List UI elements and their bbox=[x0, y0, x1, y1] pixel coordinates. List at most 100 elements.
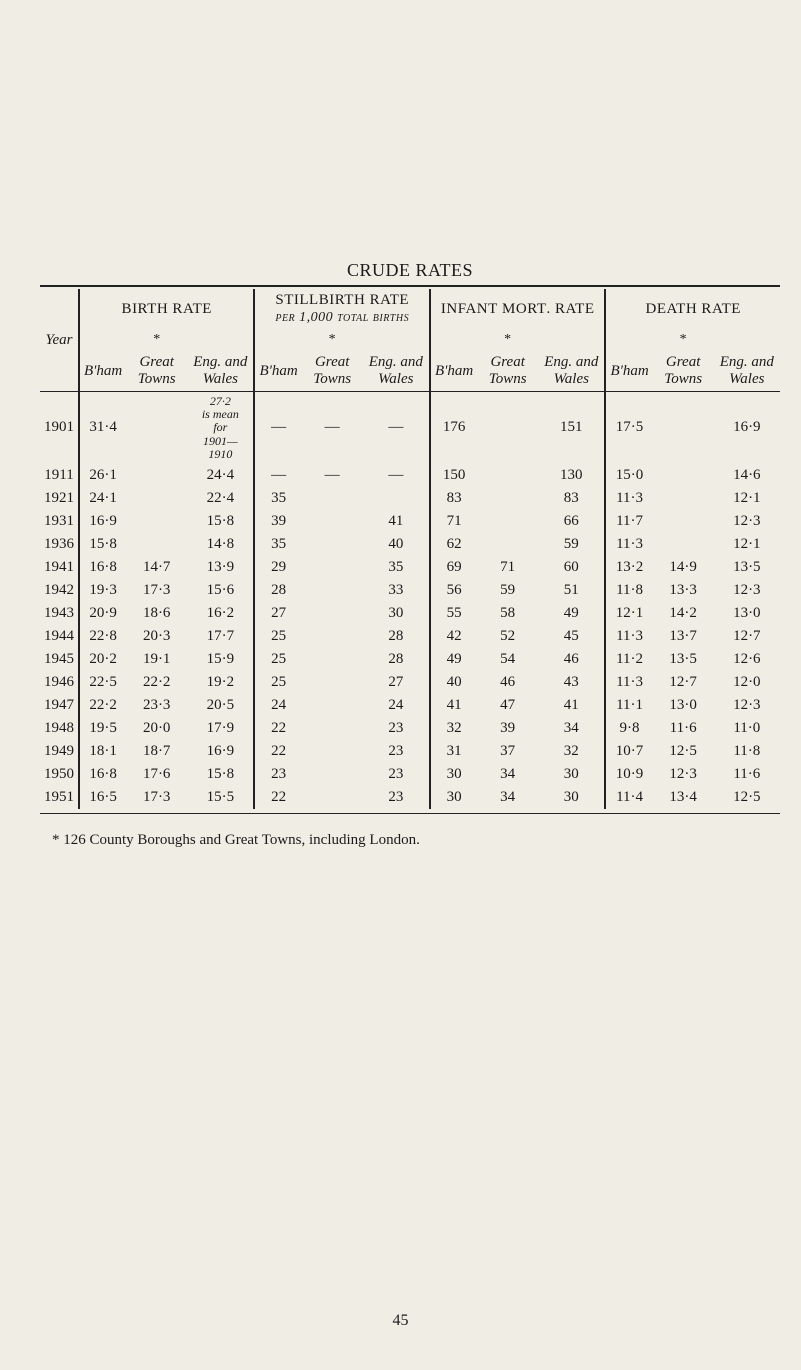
cell: 83 bbox=[538, 487, 605, 510]
cell bbox=[302, 648, 363, 671]
col-year-header: Year bbox=[40, 289, 79, 392]
cell: 49 bbox=[430, 648, 477, 671]
table-row: 190131·427·2is meanfor1901—1910———176151… bbox=[40, 392, 780, 464]
cell: 12·6 bbox=[714, 648, 780, 671]
cell bbox=[302, 763, 363, 786]
group-infant-mort-rate: INFANT MORT. RATE bbox=[430, 289, 605, 329]
cell bbox=[126, 510, 187, 533]
star-infant: * bbox=[477, 329, 538, 351]
cell bbox=[302, 579, 363, 602]
cell bbox=[477, 392, 538, 464]
cell: — bbox=[363, 392, 430, 464]
cell: 28 bbox=[254, 579, 301, 602]
spacer bbox=[187, 329, 254, 351]
cell bbox=[302, 694, 363, 717]
cell: 20·3 bbox=[126, 625, 187, 648]
cell: 22·4 bbox=[187, 487, 254, 510]
cell: 176 bbox=[430, 392, 477, 464]
cell: 11·2 bbox=[605, 648, 652, 671]
cell: 22·2 bbox=[79, 694, 126, 717]
sub-great-infant: Great Towns bbox=[477, 351, 538, 392]
cell: 13·5 bbox=[653, 648, 714, 671]
cell: 11·6 bbox=[653, 717, 714, 740]
cell: 41 bbox=[538, 694, 605, 717]
cell: 19·3 bbox=[79, 579, 126, 602]
cell bbox=[653, 464, 714, 487]
cell: 20·0 bbox=[126, 717, 187, 740]
cell: 12·1 bbox=[605, 602, 652, 625]
cell: 59 bbox=[538, 533, 605, 556]
star-birth: * bbox=[126, 329, 187, 351]
cell: — bbox=[254, 464, 301, 487]
cell: 13·2 bbox=[605, 556, 652, 579]
cell: 22 bbox=[254, 717, 301, 740]
cell: 30 bbox=[430, 763, 477, 786]
cell: 46 bbox=[538, 648, 605, 671]
table-row: 194422·820·317·7252842524511·313·712·7 bbox=[40, 625, 780, 648]
cell: 1942 bbox=[40, 579, 79, 602]
spacer bbox=[538, 329, 605, 351]
cell: 22·2 bbox=[126, 671, 187, 694]
cell: 20·9 bbox=[79, 602, 126, 625]
cell: 16·9 bbox=[79, 510, 126, 533]
cell: 11·8 bbox=[714, 740, 780, 763]
cell: 11·8 bbox=[605, 579, 652, 602]
cell bbox=[653, 533, 714, 556]
spacer bbox=[430, 329, 477, 351]
cell: 37 bbox=[477, 740, 538, 763]
cell: 22·8 bbox=[79, 625, 126, 648]
cell: 40 bbox=[363, 533, 430, 556]
cell: 13·7 bbox=[653, 625, 714, 648]
cell: 23 bbox=[363, 717, 430, 740]
cell: 16·8 bbox=[79, 763, 126, 786]
table-title: CRUDE RATES bbox=[40, 260, 780, 281]
cell: 12·3 bbox=[653, 763, 714, 786]
cell: 34 bbox=[538, 717, 605, 740]
sub-eng-still: Eng. and Wales bbox=[363, 351, 430, 392]
cell: 11·3 bbox=[605, 533, 652, 556]
cell: 11·7 bbox=[605, 510, 652, 533]
cell bbox=[302, 717, 363, 740]
cell: 30 bbox=[430, 786, 477, 809]
cell: 24·1 bbox=[79, 487, 126, 510]
cell: 42 bbox=[430, 625, 477, 648]
cell: 1949 bbox=[40, 740, 79, 763]
cell bbox=[477, 510, 538, 533]
table-row: 195016·817·615·8232330343010·912·311·6 bbox=[40, 763, 780, 786]
cell: 31 bbox=[430, 740, 477, 763]
page-number: 45 bbox=[0, 1312, 801, 1330]
sub-eng-birth: Eng. and Wales bbox=[187, 351, 254, 392]
cell: 1943 bbox=[40, 602, 79, 625]
cell bbox=[126, 487, 187, 510]
cell: 130 bbox=[538, 464, 605, 487]
cell: 19·5 bbox=[79, 717, 126, 740]
cell: 9·8 bbox=[605, 717, 652, 740]
cell: 13·4 bbox=[653, 786, 714, 809]
cell: 17·7 bbox=[187, 625, 254, 648]
cell: 13·5 bbox=[714, 556, 780, 579]
group-stillbirth-rate: STILLBIRTH RATE per 1,000 total births bbox=[254, 289, 429, 329]
cell: 25 bbox=[254, 671, 301, 694]
stillbirth-per: per 1,000 total births bbox=[275, 310, 409, 325]
cell: 11·3 bbox=[605, 671, 652, 694]
cell: 43 bbox=[538, 671, 605, 694]
cell: 35 bbox=[254, 487, 301, 510]
cell: 15·6 bbox=[187, 579, 254, 602]
sub-bham-infant: B'ham bbox=[430, 351, 477, 392]
cell: 45 bbox=[538, 625, 605, 648]
cell: 151 bbox=[538, 392, 605, 464]
cell: 20·2 bbox=[79, 648, 126, 671]
cell: 18·7 bbox=[126, 740, 187, 763]
cell: 1944 bbox=[40, 625, 79, 648]
header-row-stars: * * * * bbox=[40, 329, 780, 351]
cell: 28 bbox=[363, 625, 430, 648]
cell: 1901 bbox=[40, 392, 79, 464]
cell: — bbox=[254, 392, 301, 464]
cell: 34 bbox=[477, 786, 538, 809]
cell: 16·2 bbox=[187, 602, 254, 625]
cell: 34 bbox=[477, 763, 538, 786]
cell: 32 bbox=[538, 740, 605, 763]
cell: 11·1 bbox=[605, 694, 652, 717]
cell: 11·3 bbox=[605, 487, 652, 510]
cell: 23 bbox=[363, 763, 430, 786]
